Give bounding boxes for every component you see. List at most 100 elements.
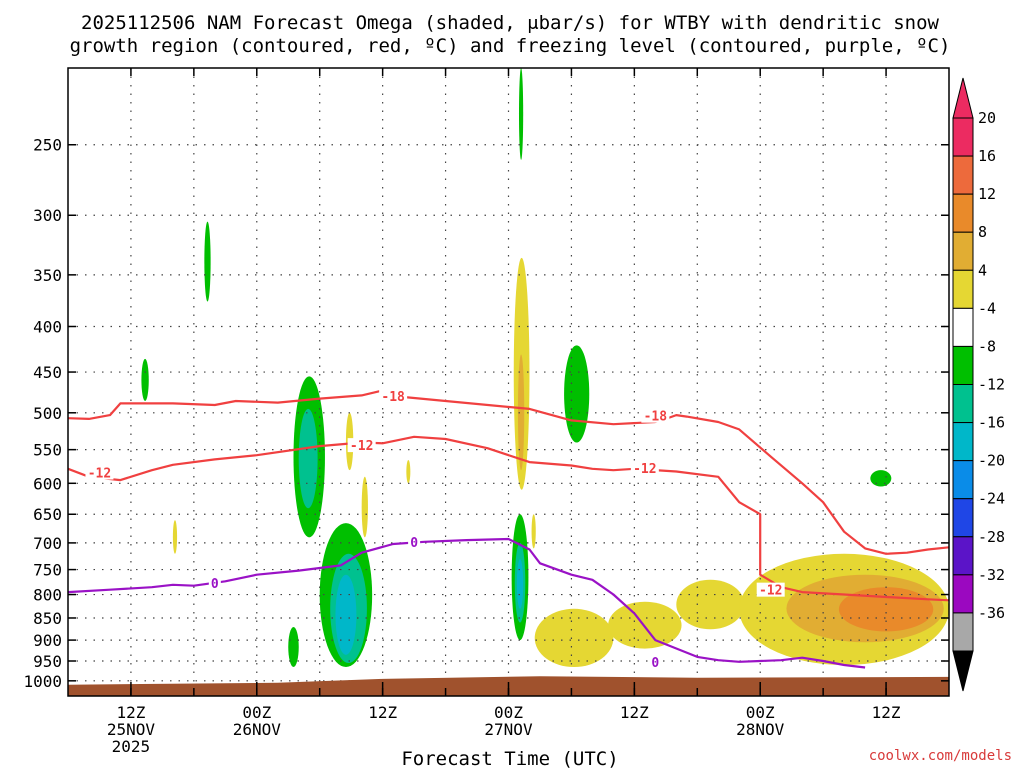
y-axis: 250 300 350 400 450 500 550 600 650 700 750 800 850 9… — [23, 136, 949, 691]
colorbar-label: 16 — [978, 147, 996, 165]
chart-title-line-2: growth region (contoured, red, ºC) and f… — [70, 35, 951, 57]
omega-region-10 — [518, 68, 524, 160]
omega-region-18 — [172, 520, 178, 554]
colorbar: 20 16 12 8 4 -4 -8 -12 -16 -20 -24 -28 -32 -36 — [952, 77, 1005, 692]
omega-region-19 — [406, 460, 411, 484]
y-tick-label: 1000 — [23, 672, 62, 691]
colorbar-swatch — [952, 345, 974, 385]
contour-label-bg — [649, 655, 662, 670]
colorbar-label: -12 — [978, 376, 1005, 394]
colorbar-swatch — [952, 307, 974, 347]
omega-region-8 — [516, 559, 524, 609]
omega-region-26 — [838, 587, 934, 632]
contour-label-bg — [756, 582, 785, 597]
y-tick-label: 700 — [33, 534, 62, 553]
contour-label: -12 — [759, 584, 782, 599]
y-tick-label: 550 — [33, 441, 62, 460]
omega-region-4 — [335, 574, 357, 655]
colorbar-label: -36 — [978, 604, 1005, 622]
colorbar-label: -20 — [978, 452, 1005, 470]
y-tick-label: 600 — [33, 474, 62, 493]
y-tick-label: 350 — [33, 266, 62, 285]
contour-label-bg — [379, 389, 408, 404]
colorbar-swatch — [952, 384, 974, 424]
contour-label: 0 — [651, 656, 659, 671]
x-axis-label: Forecast Time (UTC) — [401, 748, 618, 768]
y-tick-label: 400 — [33, 317, 62, 336]
colorbar-label: -4 — [978, 299, 996, 317]
omega-shading-layer — [141, 68, 949, 668]
contour-label: 0 — [410, 536, 418, 551]
x-tick-label: 25NOV — [107, 720, 156, 739]
contour-label: 0 — [211, 577, 219, 592]
x-tick-label: 12Z — [620, 703, 649, 722]
contour-label-bg — [208, 575, 221, 590]
colorbar-label: 4 — [978, 261, 987, 279]
x-tick-label: 00Z — [494, 703, 523, 722]
x-tick-label: 28NOV — [736, 720, 785, 739]
contour-label: -12 — [350, 439, 373, 454]
x-tick-label: 12Z — [368, 703, 397, 722]
y-tick-label: 900 — [33, 631, 62, 650]
omega-region-17 — [361, 476, 368, 538]
omega-region-5 — [288, 626, 299, 668]
omega-region-9 — [564, 345, 590, 443]
y-tick-label: 300 — [33, 206, 62, 225]
credit-text: coolwx.com/models — [869, 748, 1012, 764]
colorbar-bottom-triangle — [952, 650, 974, 692]
x-tick-label: 12Z — [872, 703, 901, 722]
contour-label-bg — [347, 438, 376, 453]
contour-label-bg — [408, 534, 421, 549]
colorbar-swatch — [952, 574, 974, 614]
colorbar-label: 8 — [978, 223, 987, 241]
colorbar-swatch — [952, 269, 974, 309]
colorbar-swatch — [952, 117, 974, 157]
omega-region-13 — [870, 470, 892, 487]
colorbar-label: 12 — [978, 185, 996, 203]
colorbar-label: 20 — [978, 109, 996, 127]
contour-label: -12 — [88, 467, 111, 482]
contour-1 — [68, 435, 949, 602]
colorbar-swatch — [952, 193, 974, 233]
omega-region-1 — [298, 408, 318, 509]
y-tick-label: 950 — [33, 652, 62, 671]
y-tick-label: 750 — [33, 561, 62, 580]
y-tick-label: 800 — [33, 586, 62, 605]
x-tick-label: 12Z — [116, 703, 145, 722]
colorbar-swatch — [952, 536, 974, 576]
x-tick-label: 27NOV — [484, 720, 533, 739]
y-tick-label: 850 — [33, 609, 62, 628]
colorbar-swatch — [952, 231, 974, 271]
colorbar-label: -32 — [978, 566, 1005, 584]
contour-0 — [68, 389, 949, 555]
contour-label-bg — [630, 460, 659, 475]
colorbar-swatch — [952, 460, 974, 500]
x-tick-label: 26NOV — [233, 720, 282, 739]
colorbar-label: -24 — [978, 490, 1005, 508]
x-tick-label: 00Z — [746, 703, 775, 722]
omega-region-21 — [534, 608, 614, 668]
omega-region-20 — [531, 514, 536, 549]
colorbar-label: -8 — [978, 337, 996, 355]
chart-title-line-1: 2025112506 NAM Forecast Omega (shaded, μ… — [81, 12, 939, 34]
omega-region-15 — [517, 354, 525, 471]
contour-layer: -18 -18 -12 -12 -12 -12 0 0 0 — [68, 389, 949, 671]
colorbar-top-triangle — [952, 77, 974, 119]
colorbar-swatch — [952, 498, 974, 538]
omega-region-11 — [204, 221, 211, 302]
colorbar-swatch — [952, 422, 974, 462]
colorbar-swatch — [952, 612, 974, 652]
contour-label: -12 — [633, 462, 656, 477]
y-tick-label: 250 — [33, 136, 62, 155]
colorbar-label: -16 — [978, 414, 1005, 432]
y-tick-label: 500 — [33, 404, 62, 423]
contour-label-bg — [641, 408, 670, 423]
x-tick-label: 00Z — [242, 703, 271, 722]
omega-region-23 — [676, 579, 745, 630]
omega-region-12 — [141, 358, 149, 402]
y-tick-label: 450 — [33, 363, 62, 382]
x-tick-label: 2025 — [112, 737, 151, 756]
contour-label: -18 — [644, 410, 668, 425]
